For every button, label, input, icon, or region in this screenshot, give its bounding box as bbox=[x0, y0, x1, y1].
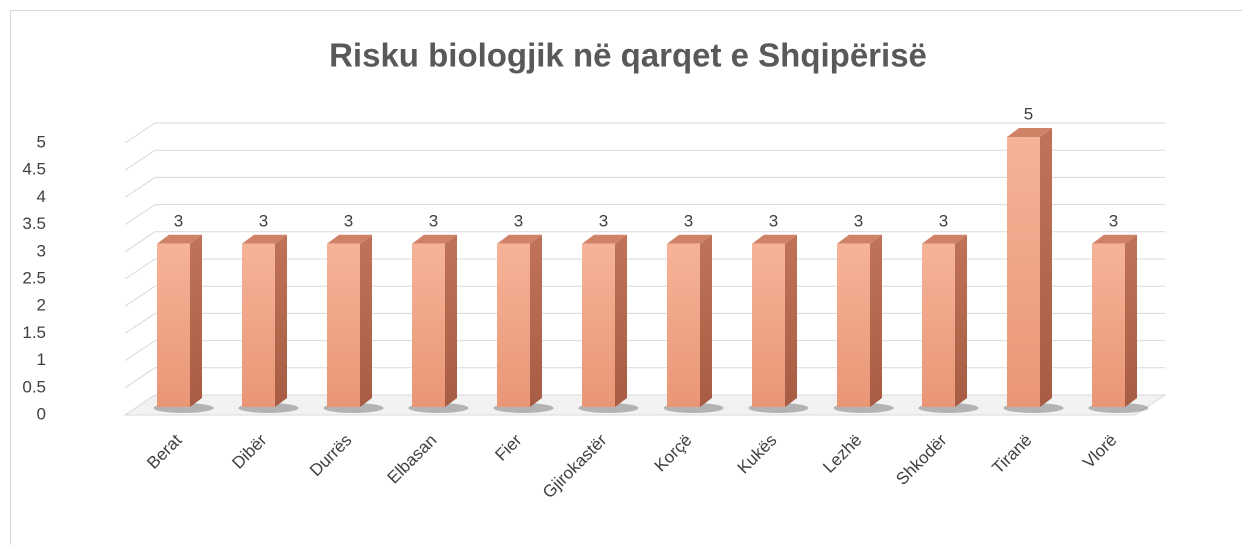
bar-top bbox=[327, 234, 372, 244]
bar-top bbox=[837, 234, 882, 244]
bar-front bbox=[242, 243, 275, 407]
bar-top bbox=[582, 234, 627, 244]
y-tick-label: 2.5 bbox=[22, 268, 46, 287]
bar-top bbox=[157, 234, 202, 244]
bar-top bbox=[242, 234, 287, 244]
bar-side bbox=[785, 234, 797, 407]
bar-front bbox=[497, 243, 530, 407]
bar-side bbox=[445, 234, 457, 407]
bar bbox=[837, 234, 882, 407]
y-tick-label: 3 bbox=[37, 241, 46, 260]
grid-line bbox=[124, 367, 1165, 389]
y-tick-label: 5 bbox=[37, 132, 46, 151]
bar-side bbox=[615, 234, 627, 407]
bar bbox=[752, 234, 797, 407]
data-label: 3 bbox=[854, 211, 863, 230]
y-tick-label: 4.5 bbox=[22, 160, 46, 179]
bar bbox=[412, 234, 457, 407]
data-label: 3 bbox=[1109, 211, 1118, 230]
bar-top bbox=[1092, 234, 1137, 244]
bar-side bbox=[1125, 234, 1137, 407]
bar-top bbox=[412, 234, 457, 244]
data-label: 3 bbox=[769, 211, 778, 230]
grid-line bbox=[124, 122, 1165, 144]
bar bbox=[327, 234, 372, 407]
bar-side bbox=[955, 234, 967, 407]
chart-title: Risku biologjik në qarqet e Shqipërisë bbox=[329, 37, 927, 74]
y-tick-label: 1 bbox=[37, 350, 46, 369]
grid-line bbox=[124, 231, 1165, 253]
bar-front bbox=[837, 243, 870, 407]
bar-front bbox=[667, 243, 700, 407]
bar bbox=[1092, 234, 1137, 407]
bar-top bbox=[1007, 128, 1052, 137]
data-label: 3 bbox=[939, 211, 948, 230]
grid-line bbox=[124, 340, 1165, 362]
data-label: 3 bbox=[684, 211, 693, 230]
bar-side bbox=[190, 234, 202, 407]
y-tick-label: 1.5 bbox=[22, 323, 46, 342]
bar-front bbox=[412, 243, 445, 407]
bar bbox=[922, 234, 967, 407]
data-label: 3 bbox=[514, 211, 523, 230]
bar-top bbox=[667, 234, 712, 244]
bar-front bbox=[922, 243, 955, 407]
data-label: 3 bbox=[599, 211, 608, 230]
y-tick-label: 0 bbox=[37, 404, 46, 423]
y-tick-label: 3.5 bbox=[22, 214, 46, 233]
y-tick-label: 2 bbox=[37, 296, 46, 315]
grid-line bbox=[124, 285, 1165, 307]
bar-front bbox=[752, 243, 785, 407]
bar-top bbox=[497, 234, 542, 244]
y-tick-label: 4 bbox=[37, 187, 46, 206]
bar bbox=[157, 234, 202, 407]
bar bbox=[497, 234, 542, 407]
grid-line bbox=[124, 312, 1165, 334]
bar-front bbox=[327, 243, 360, 407]
bar-side bbox=[275, 234, 287, 407]
bar-top bbox=[752, 234, 797, 244]
bar-side bbox=[1040, 128, 1052, 407]
bar bbox=[582, 234, 627, 407]
grid-line bbox=[124, 149, 1165, 171]
data-label: 3 bbox=[174, 211, 183, 230]
data-label: 3 bbox=[259, 211, 268, 230]
bar-front bbox=[582, 243, 615, 407]
data-label: 5 bbox=[1024, 104, 1033, 123]
bar-side bbox=[870, 234, 882, 407]
bar bbox=[1007, 128, 1052, 407]
bar-side bbox=[360, 234, 372, 407]
floor bbox=[123, 394, 1167, 416]
y-tick-label: 0.5 bbox=[22, 377, 46, 396]
grid-line bbox=[124, 176, 1165, 198]
bar-front bbox=[1007, 137, 1040, 407]
grid-line bbox=[124, 204, 1165, 226]
bar bbox=[242, 234, 287, 407]
grid-line bbox=[124, 258, 1165, 280]
bar bbox=[667, 234, 712, 407]
bar-front bbox=[1092, 243, 1125, 407]
bar-side bbox=[700, 234, 712, 407]
bar-top bbox=[922, 234, 967, 244]
data-label: 3 bbox=[344, 211, 353, 230]
bar-front bbox=[157, 243, 190, 407]
data-label: 3 bbox=[429, 211, 438, 230]
bar-side bbox=[530, 234, 542, 407]
